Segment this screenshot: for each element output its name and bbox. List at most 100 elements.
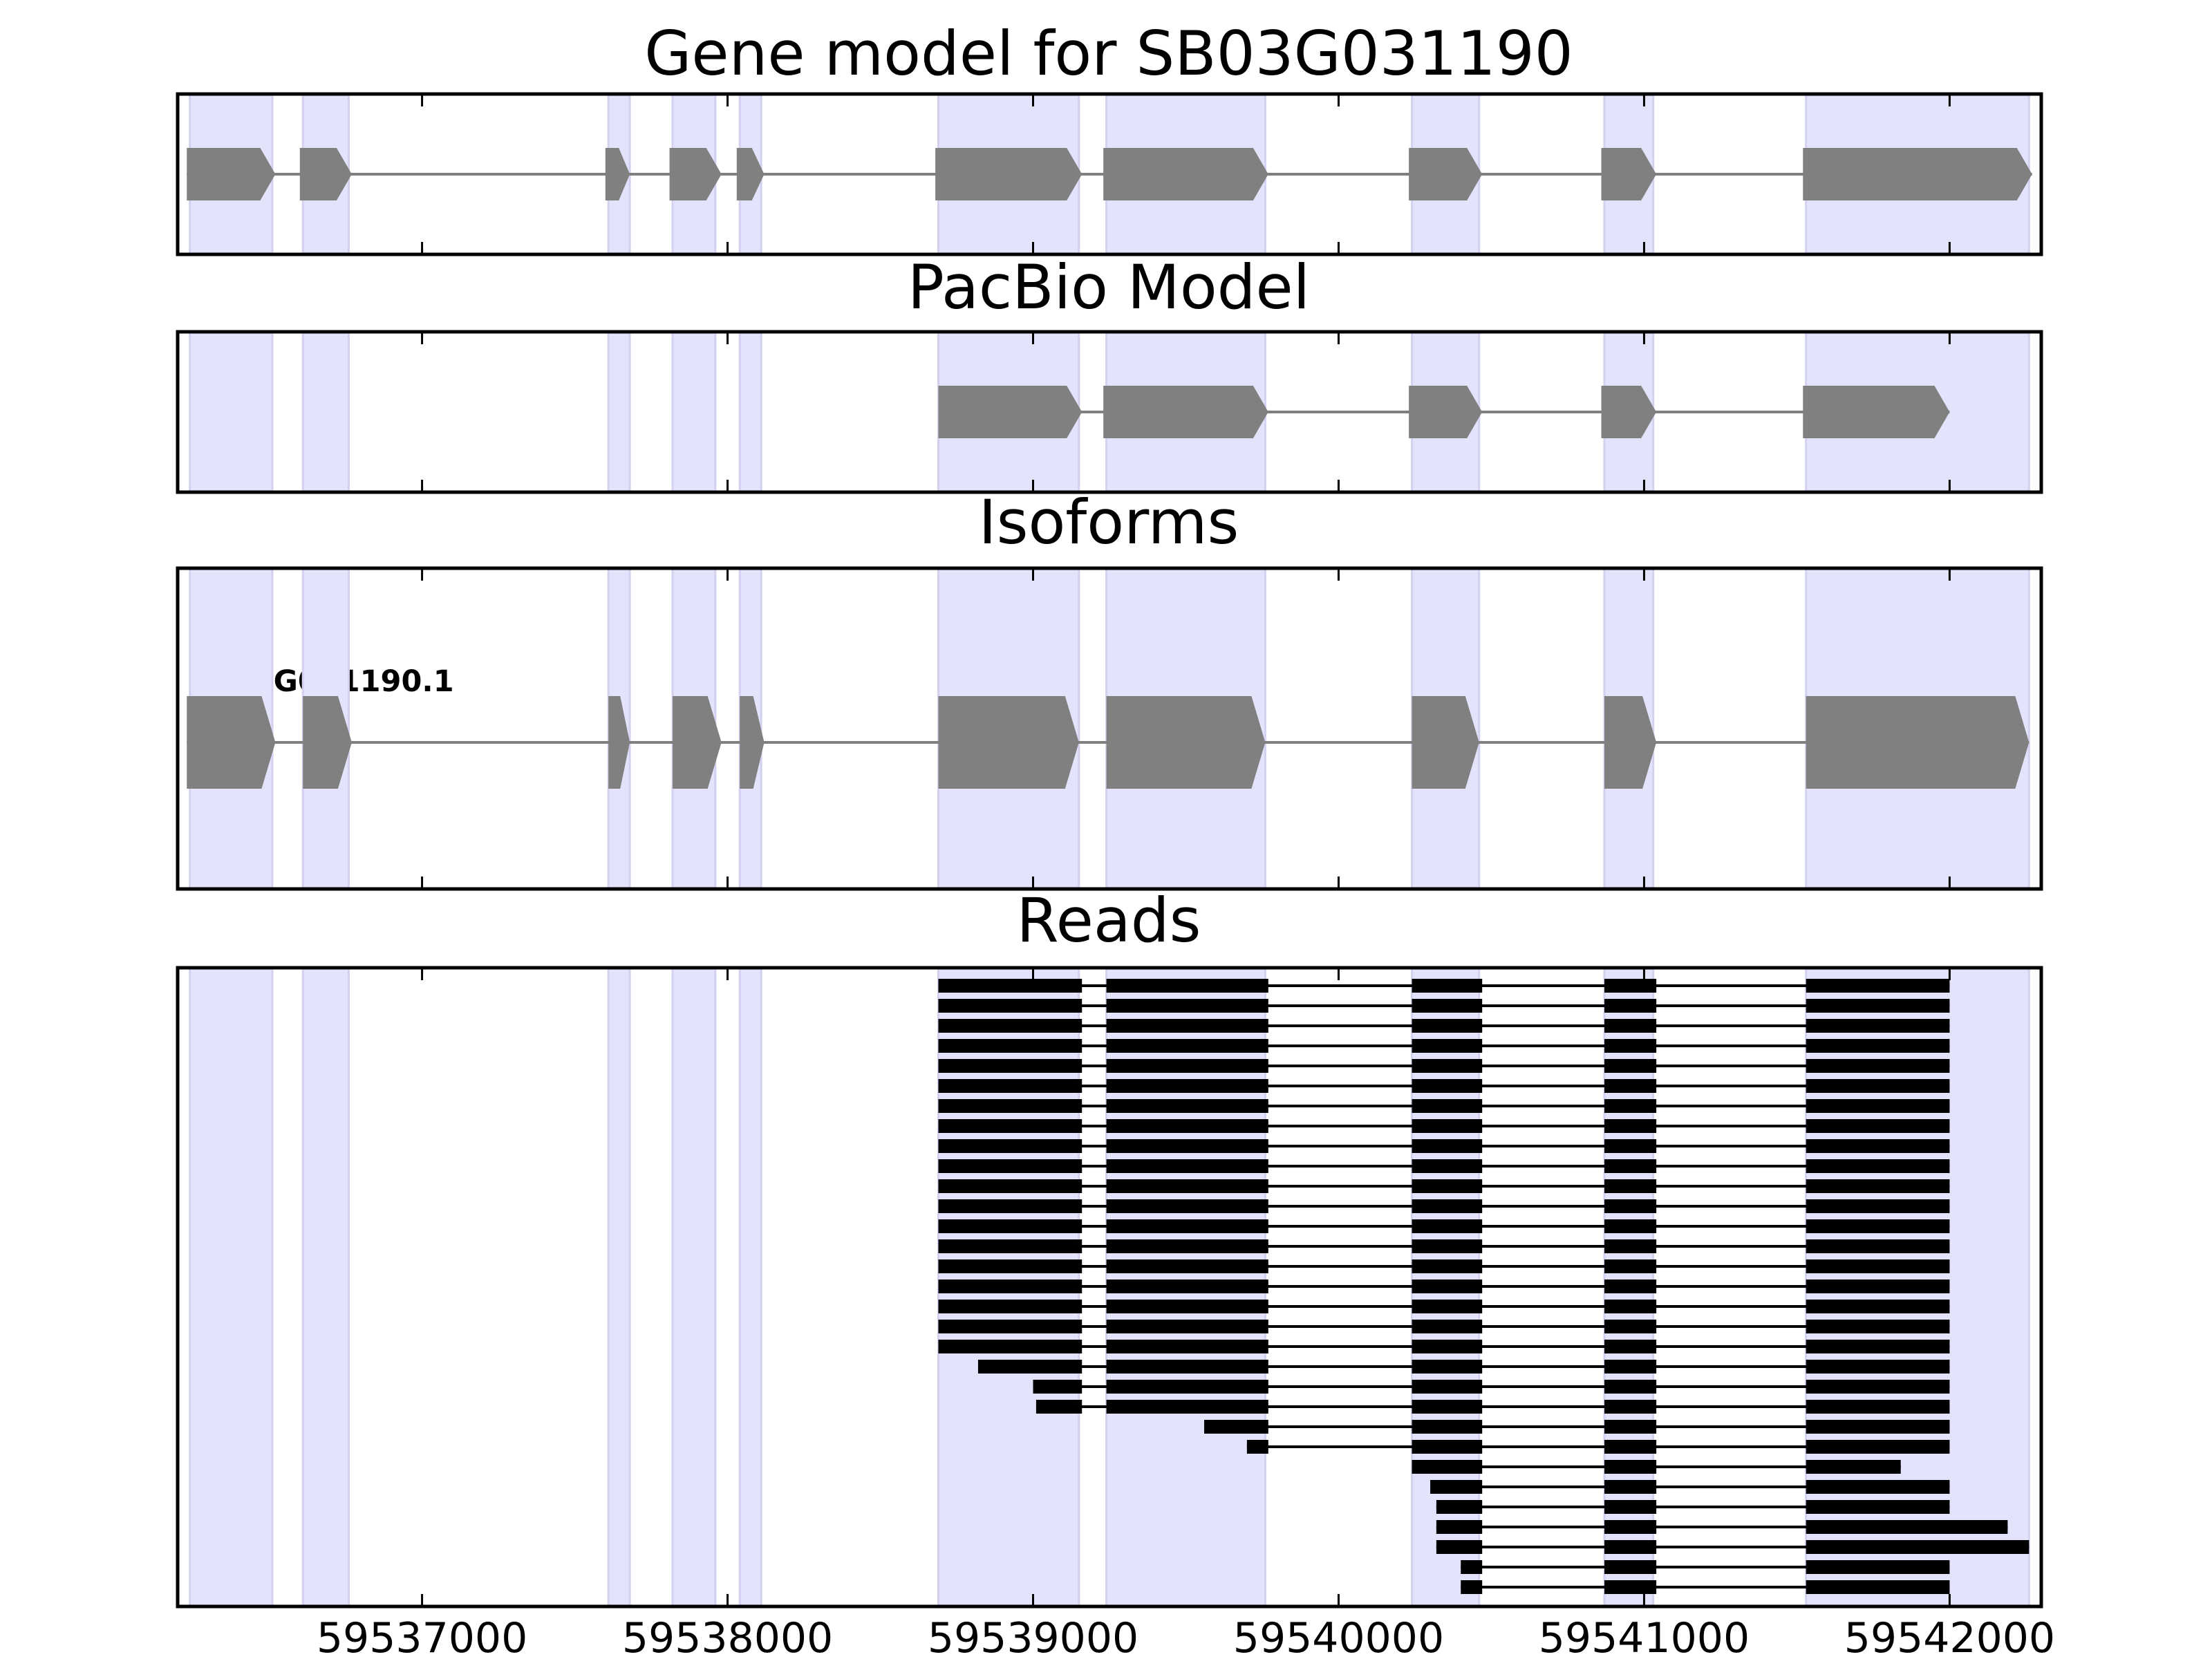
read-block	[938, 979, 1082, 993]
read-block	[1412, 1340, 1483, 1353]
read-block	[1412, 1300, 1483, 1313]
read-block	[1604, 1400, 1657, 1414]
read-block	[1106, 1079, 1268, 1093]
read-block	[1246, 1440, 1268, 1454]
read-block	[1412, 1460, 1483, 1474]
read-block	[1035, 1400, 1082, 1414]
x-tick-label: 59540000	[1233, 1614, 1444, 1659]
read-block	[1412, 1139, 1483, 1153]
x-tick-label: 59542000	[1844, 1614, 2055, 1659]
exon-feature	[1604, 696, 1657, 789]
read-block	[1806, 1420, 1950, 1434]
exon-feature	[736, 148, 765, 200]
read-block	[1806, 1300, 1950, 1313]
exon-region-band	[607, 330, 631, 494]
read-block	[1412, 999, 1483, 1013]
read-block	[1604, 1159, 1657, 1173]
exon-feature	[608, 696, 630, 789]
exon-feature	[1601, 148, 1657, 200]
read-block	[1806, 1580, 1950, 1594]
exon-feature	[299, 148, 352, 200]
exon-region-band	[301, 966, 350, 1608]
plot-layer: 59537000 59538000 59539000 59540000 59541000…	[176, 92, 2055, 1659]
read-block	[1461, 1580, 1483, 1594]
read-block	[1604, 1320, 1657, 1333]
read-block	[1806, 1139, 1950, 1153]
read-block	[938, 1119, 1082, 1133]
read-block	[1604, 1360, 1657, 1374]
read-block	[1806, 1099, 1950, 1113]
read-block	[1106, 979, 1268, 993]
read-block	[1806, 1500, 1950, 1514]
read-block	[1604, 1179, 1657, 1193]
exon-feature	[1103, 386, 1268, 438]
exon-feature	[740, 696, 765, 789]
read-block	[1604, 1560, 1657, 1574]
read-block	[1806, 1059, 1950, 1073]
read-block	[1604, 1199, 1657, 1213]
read-block	[1806, 1199, 1950, 1213]
read-block	[1412, 1239, 1483, 1253]
read-block	[1106, 1119, 1268, 1133]
read-block	[1106, 1159, 1268, 1173]
read-block	[938, 1019, 1082, 1033]
read-block	[1806, 1219, 1950, 1233]
read-block	[1806, 1259, 1950, 1273]
read-block	[1806, 1540, 2030, 1554]
read-block	[1806, 1239, 1950, 1253]
read-block	[1412, 1079, 1483, 1093]
read-block	[1106, 1219, 1268, 1233]
read-block	[1106, 1360, 1268, 1374]
read-block	[1106, 1179, 1268, 1193]
read-block	[1604, 1380, 1657, 1394]
read-block	[938, 1139, 1082, 1153]
read-block	[1436, 1540, 1483, 1554]
read-block	[1106, 1320, 1268, 1333]
exon-feature	[1409, 148, 1483, 200]
read-block	[1106, 1019, 1268, 1033]
exon-feature	[605, 148, 630, 200]
read-block	[1806, 1440, 1950, 1454]
read-block	[1806, 1560, 1950, 1574]
exon-feature	[303, 696, 352, 789]
read-block	[977, 1360, 1082, 1374]
exon-feature	[187, 148, 276, 200]
exon-region-band	[189, 966, 274, 1608]
read-block	[1604, 1520, 1657, 1534]
read-block	[938, 1280, 1082, 1293]
read-block	[1430, 1480, 1483, 1494]
read-block	[1412, 1019, 1483, 1033]
read-block	[1604, 1039, 1657, 1053]
panel-title-pacbio-model: PacBio Model	[908, 252, 1310, 323]
read-block	[1604, 1440, 1657, 1454]
read-block	[1412, 1380, 1483, 1394]
exon-feature	[672, 696, 722, 789]
read-block	[1033, 1380, 1082, 1394]
read-block	[1604, 999, 1657, 1013]
read-block	[1806, 1039, 1950, 1053]
read-block	[1106, 1340, 1268, 1353]
read-block	[938, 1259, 1082, 1273]
exon-feature	[1806, 696, 2030, 789]
exon-feature	[938, 696, 1079, 789]
read-block	[1106, 1380, 1268, 1394]
read-block	[1604, 1219, 1657, 1233]
read-block	[1604, 979, 1657, 993]
exon-region-band	[738, 966, 762, 1608]
read-block	[1604, 1480, 1657, 1494]
panel-title-isoforms: Isoforms	[979, 487, 1239, 558]
read-block	[1412, 1059, 1483, 1073]
exon-feature	[1412, 696, 1479, 789]
read-block	[1806, 1520, 2008, 1534]
exon-region-band	[301, 330, 350, 494]
x-tick-label: 59541000	[1539, 1614, 1750, 1659]
x-tick-label: 59538000	[622, 1614, 833, 1659]
read-block	[1106, 1099, 1268, 1113]
read-block	[938, 1199, 1082, 1213]
read-block	[1604, 1500, 1657, 1514]
exon-feature	[935, 148, 1082, 200]
read-block	[1412, 1440, 1483, 1454]
read-block	[1106, 999, 1268, 1013]
read-block	[938, 1320, 1082, 1333]
